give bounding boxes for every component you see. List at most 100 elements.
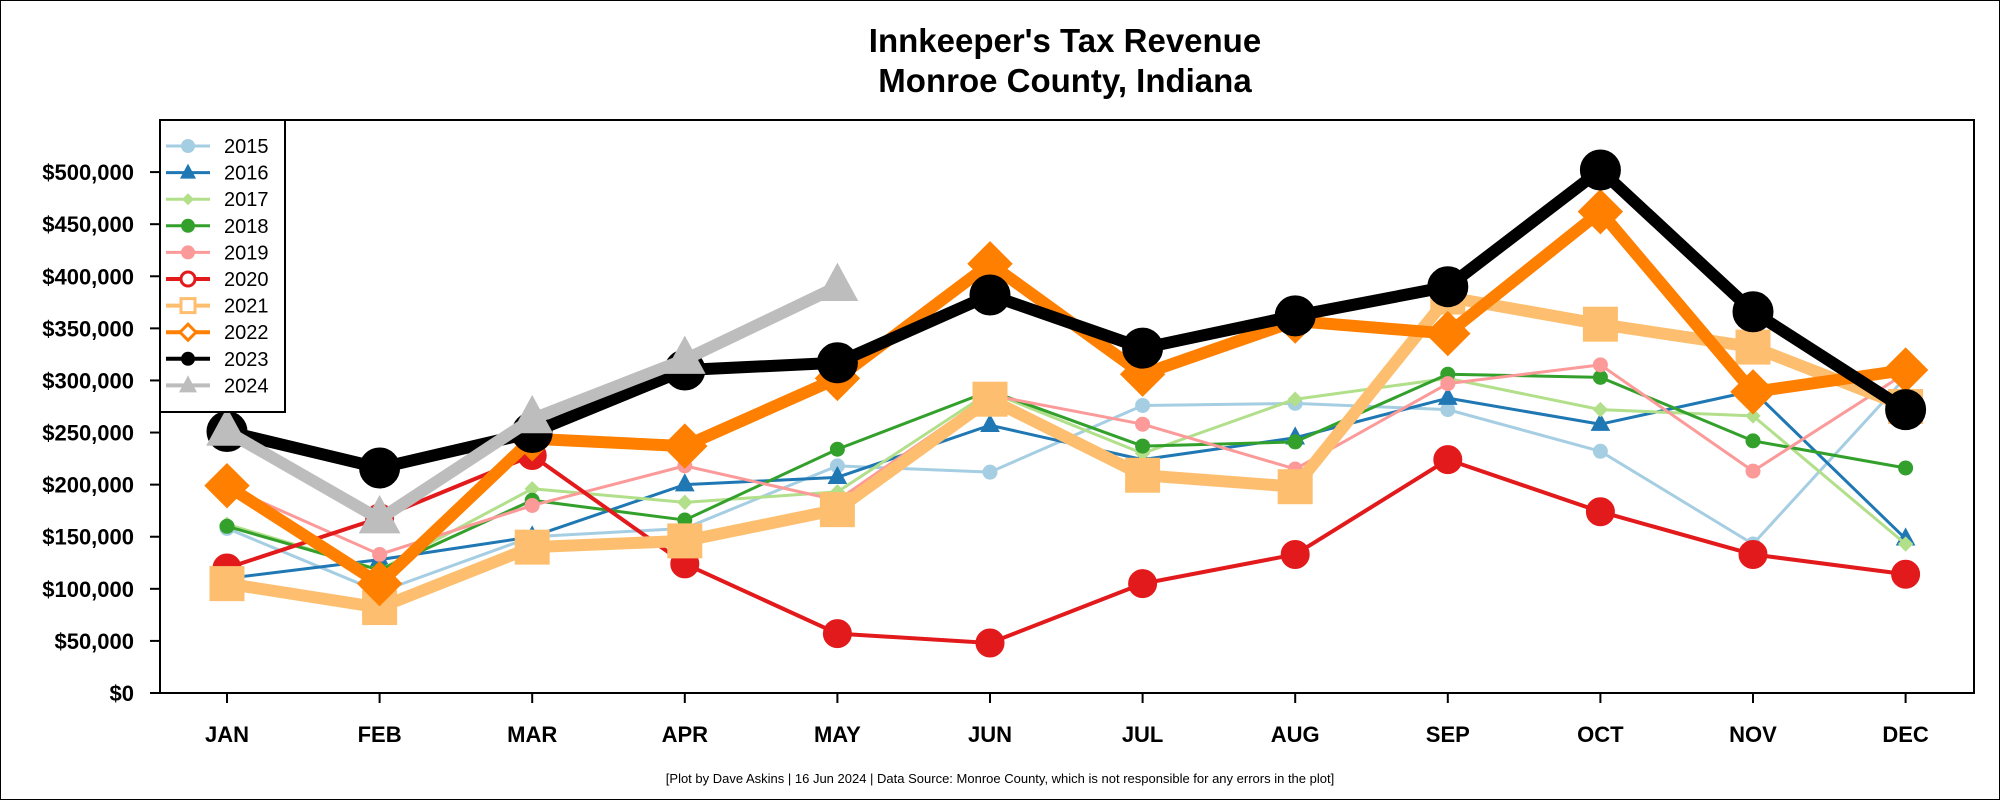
data-point-2023 <box>1885 389 1927 431</box>
y-tick-label: $0 <box>110 681 134 706</box>
legend: 2015 2016 2017 2018 2019 2020 2021 2022 2023 2024 <box>159 119 286 413</box>
legend-label: 2021 <box>224 296 269 318</box>
legend-label: 2016 <box>224 163 269 185</box>
legend-swatch-marker <box>180 163 196 179</box>
legend-swatch-marker <box>182 193 194 206</box>
data-point-2015 <box>1592 443 1608 459</box>
data-point-2019 <box>524 497 540 513</box>
series-line-2021 <box>221 291 1912 614</box>
data-point-2022 <box>1730 369 1776 415</box>
x-tick-label: JAN <box>205 722 249 747</box>
series-line-2019 <box>225 363 1908 556</box>
data-point-2021 <box>1582 306 1618 342</box>
x-axis: JAN FEB MAR APR MAY JUN JUL AUG SEP OCT NOV DEC <box>205 693 1929 747</box>
series-layer <box>204 149 1929 658</box>
data-point-2019 <box>1745 463 1761 479</box>
legend-label: 2018 <box>224 216 269 238</box>
legend-box <box>159 119 286 413</box>
data-point-2016 <box>674 473 695 492</box>
data-point-2022 <box>662 423 708 469</box>
legend-item-2016: 2016 <box>166 163 269 185</box>
data-point-2023 <box>1122 327 1164 369</box>
data-point-2021 <box>819 492 855 528</box>
data-point-2024 <box>816 262 859 301</box>
data-point-2022 <box>1425 310 1471 357</box>
data-point-2022 <box>1882 347 1929 393</box>
y-tick-label: $450,000 <box>42 212 134 237</box>
chart-subtitle: Monroe County, Indiana <box>878 62 1252 99</box>
series-line-2018 <box>225 372 1908 572</box>
data-point-2021 <box>972 381 1008 417</box>
plot-area <box>159 119 1975 694</box>
data-point-2015 <box>1135 397 1151 413</box>
data-point-2018 <box>1135 438 1151 454</box>
x-tick-label: MAR <box>507 722 557 747</box>
y-axis: $0 $50,000 $100,000 $150,000 $200,000 $250,00… <box>42 160 160 706</box>
x-tick-label: APR <box>662 722 709 747</box>
legend-swatch-marker <box>177 322 199 343</box>
legend-swatch-marker <box>181 351 195 366</box>
data-point-2019 <box>1440 376 1456 392</box>
legend-item-2020: 2020 <box>166 269 269 291</box>
legend-item-2024: 2024 <box>166 375 269 397</box>
series-2021 <box>209 279 1924 626</box>
data-point-2015 <box>982 464 998 480</box>
legend-item-2023: 2023 <box>166 349 269 371</box>
data-point-2024 <box>511 394 554 434</box>
x-tick-label: AUG <box>1271 722 1320 747</box>
data-point-2020 <box>975 628 1005 658</box>
legend-item-2019: 2019 <box>166 242 269 264</box>
data-point-2016 <box>980 413 1000 432</box>
y-tick-label: $500,000 <box>42 160 134 185</box>
data-point-2022 <box>356 560 403 607</box>
data-point-2016 <box>1590 412 1611 431</box>
data-point-2017 <box>677 494 693 511</box>
series-2024 <box>206 262 859 534</box>
legend-swatch-marker <box>181 245 195 260</box>
x-tick-label: FEB <box>358 722 402 747</box>
x-tick-label: NOV <box>1729 722 1777 747</box>
data-point-2019 <box>1592 357 1608 373</box>
series-2020 <box>212 440 1921 658</box>
data-point-2017 <box>1287 391 1303 407</box>
data-point-2021 <box>1277 469 1313 505</box>
y-tick-label: $150,000 <box>42 525 134 550</box>
data-point-2016 <box>827 465 848 485</box>
data-point-2020 <box>1128 569 1158 599</box>
legend-swatch-marker <box>179 375 197 393</box>
data-point-2021 <box>1735 329 1771 365</box>
data-point-2024 <box>663 335 706 374</box>
data-point-2019 <box>372 546 388 562</box>
data-point-2023 <box>816 342 858 384</box>
data-point-2020 <box>1280 539 1310 569</box>
legend-label: 2019 <box>224 242 269 264</box>
data-point-2018 <box>829 441 845 457</box>
footer-credit: [Plot by Dave Askins | 16 Jun 2024 | Dat… <box>666 771 1334 786</box>
data-point-2021 <box>1125 457 1161 493</box>
x-tick-label: SEP <box>1426 722 1470 747</box>
data-point-2017 <box>1897 536 1914 552</box>
data-point-2018 <box>219 518 235 534</box>
data-point-2019 <box>1135 416 1151 432</box>
data-point-2023 <box>1732 291 1774 333</box>
data-point-2018 <box>1898 460 1914 476</box>
legend-label: 2024 <box>224 375 269 397</box>
legend-swatch-marker <box>181 218 195 233</box>
y-tick-label: $250,000 <box>42 421 134 446</box>
x-tick-label: MAY <box>814 722 861 747</box>
data-point-2020 <box>1433 445 1463 475</box>
data-point-2017 <box>1592 401 1609 418</box>
legend-label: 2020 <box>224 269 269 291</box>
legend-item-2021: 2021 <box>166 296 269 318</box>
data-point-2018 <box>1592 369 1608 385</box>
data-point-2020 <box>1585 497 1615 527</box>
legend-item-2015: 2015 <box>166 136 269 158</box>
data-point-2022 <box>204 462 250 509</box>
data-point-2020 <box>822 619 852 649</box>
legend-label: 2023 <box>224 349 269 371</box>
data-point-2020 <box>1738 539 1768 569</box>
x-tick-label: DEC <box>1882 722 1929 747</box>
data-point-2022 <box>1577 188 1624 235</box>
y-tick-label: $50,000 <box>54 629 134 654</box>
